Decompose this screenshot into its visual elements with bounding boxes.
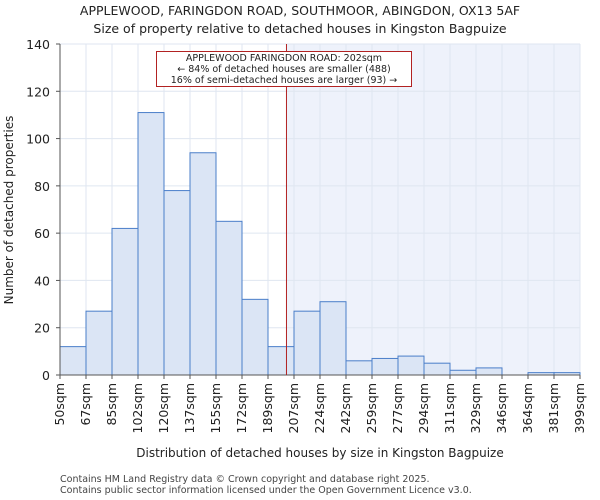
histogram-chart: 0 20 40 60 80 100 120 140 50sqm 67sqm 85sqm 102sqm 1… [2, 37, 587, 460]
x-tick-label: 277sqm [390, 383, 405, 433]
x-tick-label: 329sqm [468, 383, 483, 433]
x-tick-label: 102sqm [130, 383, 145, 433]
x-tick-label: 381sqm [546, 383, 561, 433]
x-axis-label: Distribution of detached houses by size … [136, 446, 504, 460]
histogram-bar [345, 360, 373, 376]
annotation-box: APPLEWOOD FARINGDON ROAD: 202sqm ← 84% o… [156, 51, 412, 87]
x-tick-label: 172sqm [234, 383, 249, 433]
histogram-bar [59, 346, 87, 376]
histogram-bar [267, 346, 295, 376]
x-tick-label: 120sqm [156, 383, 171, 433]
bars-layer [59, 112, 581, 376]
histogram-bar [371, 357, 399, 376]
y-tick-label: 20 [34, 321, 50, 336]
histogram-bar [163, 190, 191, 376]
y-axis-label: Number of detached properties [2, 116, 16, 305]
histogram-bar [137, 112, 165, 376]
x-tick-label: 85sqm [104, 383, 119, 426]
x-tick-label: 294sqm [416, 383, 431, 433]
x-tick-label: 399sqm [572, 383, 587, 433]
x-tick-label: 137sqm [182, 383, 197, 433]
y-tick-label: 40 [34, 273, 50, 288]
histogram-bar [475, 367, 503, 376]
x-tick-label: 67sqm [78, 383, 93, 426]
chart-title: APPLEWOOD, FARINGDON ROAD, SOUTHMOOR, AB… [0, 2, 600, 38]
y-tick-label: 80 [34, 179, 50, 194]
x-tick-label: 346sqm [494, 383, 509, 433]
y-tick-label: 60 [34, 226, 50, 241]
histogram-bar [293, 310, 321, 376]
subtitle-text: Size of property relative to detached ho… [93, 21, 507, 36]
histogram-bar [215, 220, 243, 376]
x-tick-label: 189sqm [260, 383, 275, 433]
footer-line-1: Contains HM Land Registry data © Crown c… [60, 474, 430, 485]
histogram-bar [241, 298, 269, 376]
histogram-bar [85, 310, 113, 376]
histogram-bar [189, 152, 217, 376]
annotation-line-3: 16% of semi-detached houses are larger (… [170, 75, 398, 86]
x-tick-label: 242sqm [338, 383, 353, 433]
x-tick-label: 207sqm [286, 383, 301, 433]
histogram-bar [449, 369, 477, 376]
annotation-line-1: APPLEWOOD FARINGDON ROAD: 202sqm [185, 53, 383, 64]
annotation-line-2: ← 84% of detached houses are smaller (48… [177, 64, 391, 75]
histogram-bar [319, 301, 347, 376]
y-tick-label: 100 [26, 132, 50, 147]
title-text: APPLEWOOD, FARINGDON ROAD, SOUTHMOOR, AB… [79, 3, 521, 18]
histogram-bar [111, 227, 139, 376]
x-tick-label: 224sqm [312, 383, 327, 433]
x-tick-label: 155sqm [208, 383, 223, 433]
histogram-bar [423, 362, 451, 376]
y-tick-label: 140 [26, 37, 50, 52]
footer-line-2: Contains public sector information licen… [60, 485, 472, 496]
y-tick-label: 0 [42, 368, 50, 383]
x-tick-label: 311sqm [442, 383, 457, 433]
footer: Contains HM Land Registry data © Crown c… [60, 474, 472, 496]
grid-layer [59, 43, 581, 376]
x-tick-label: 364sqm [520, 383, 535, 433]
y-tick-label: 120 [26, 84, 50, 99]
x-tick-label: 50sqm [52, 383, 67, 426]
histogram-bar [397, 355, 425, 376]
x-tick-label: 259sqm [364, 383, 379, 433]
axes-layer: 0 20 40 60 80 100 120 140 50sqm 67sqm 85sqm 102sqm 1… [26, 37, 587, 433]
